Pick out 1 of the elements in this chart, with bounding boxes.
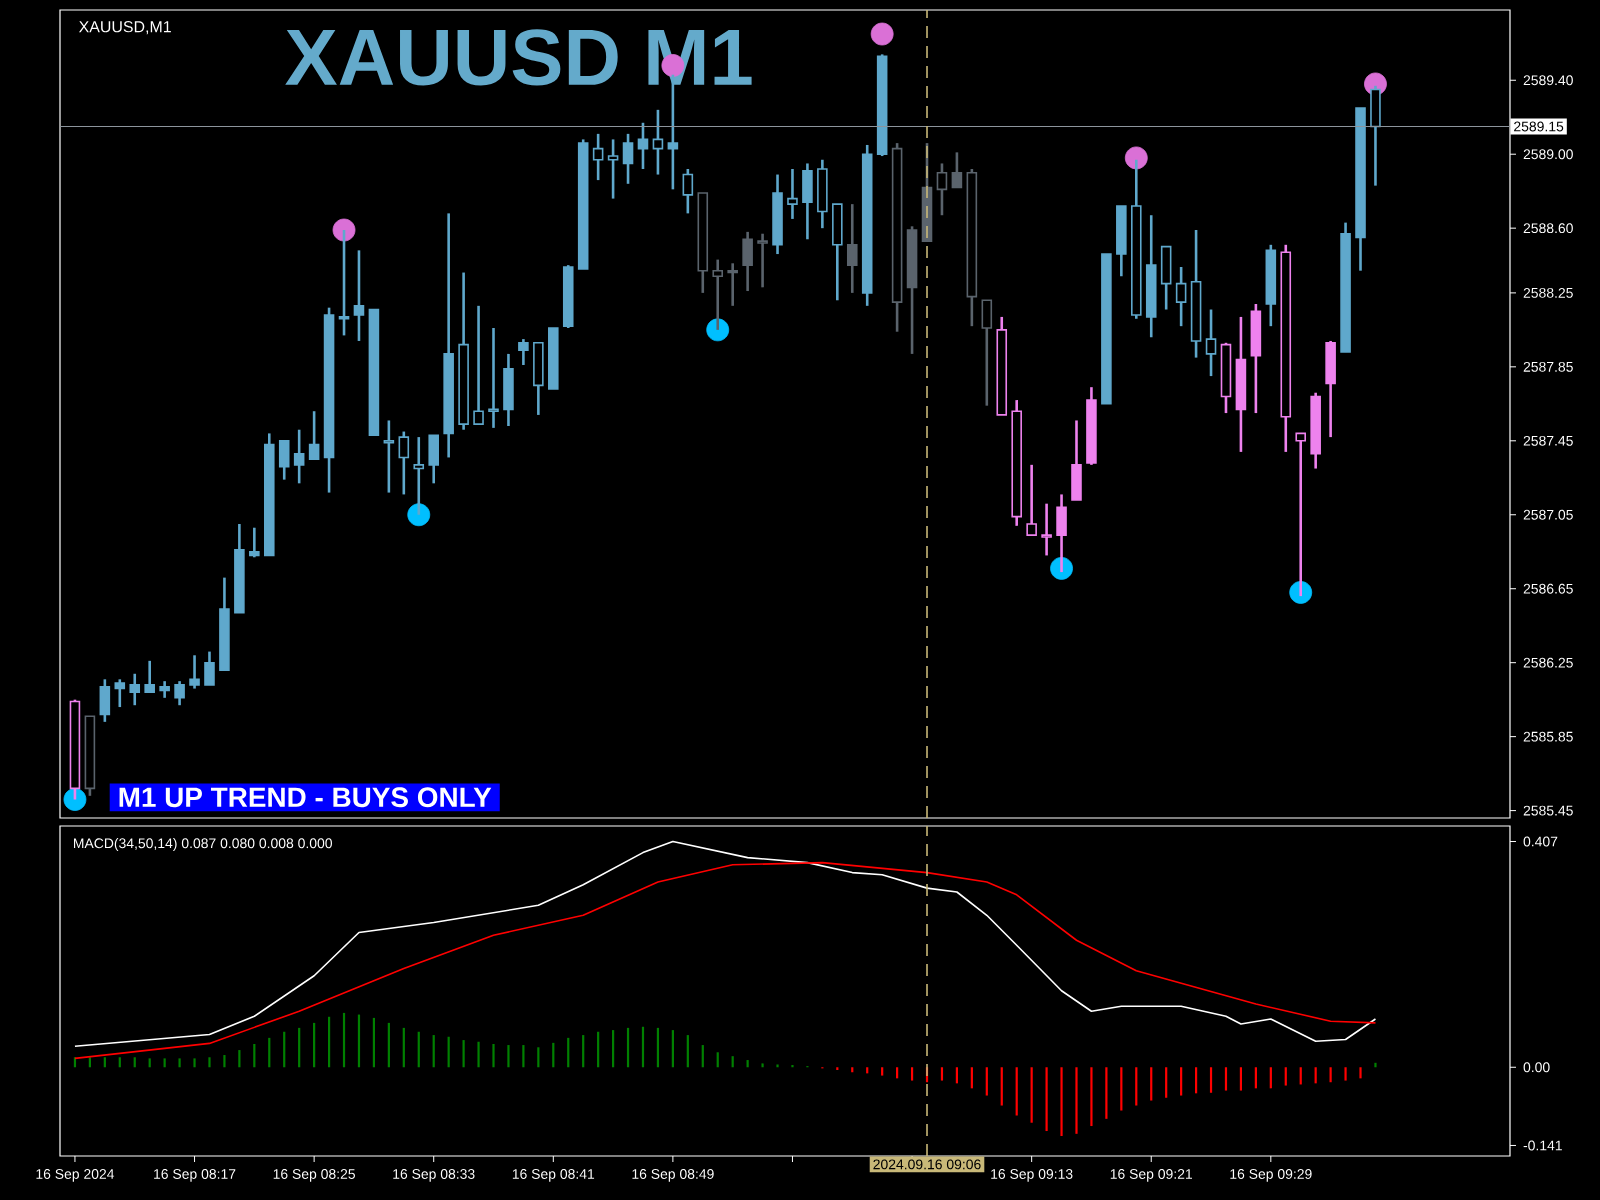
annotation: M1 UP TREND - BUYS ONLY [119,787,492,808]
